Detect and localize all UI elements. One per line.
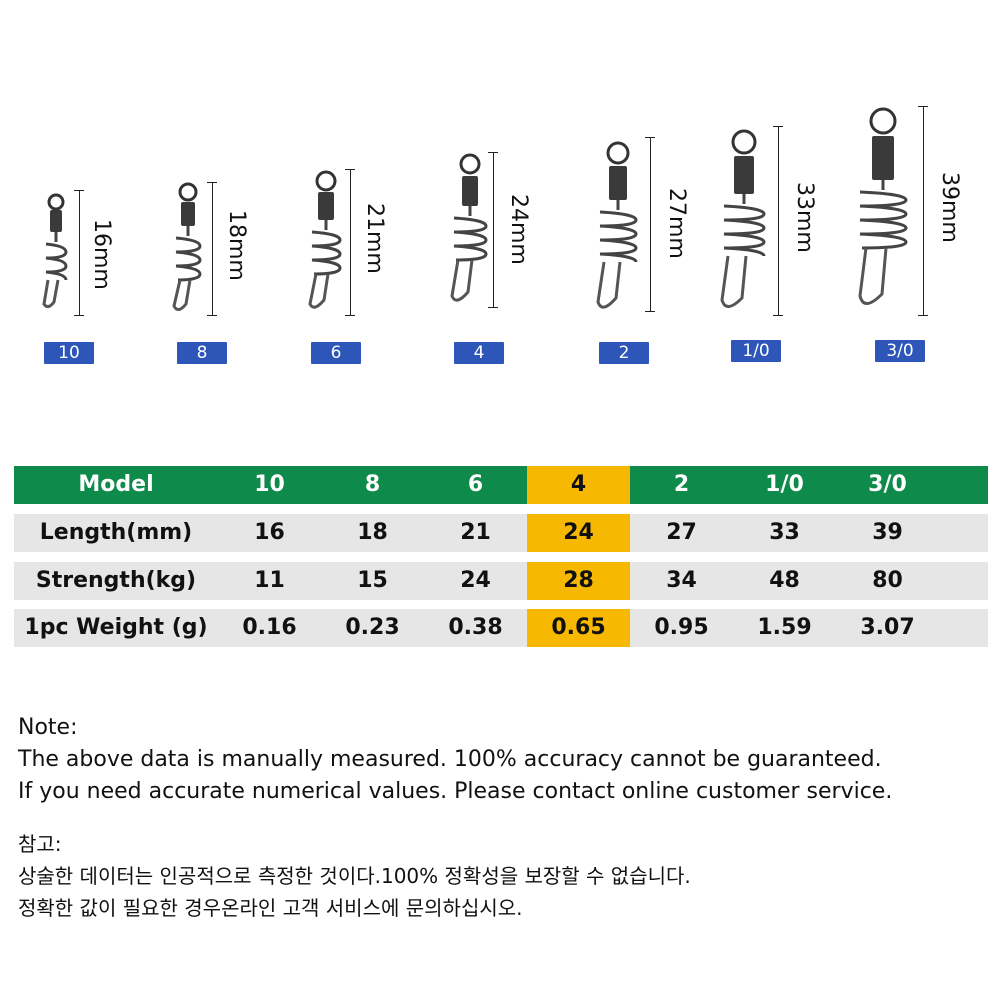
dimension-tick [773,126,783,127]
dimension-tick [74,190,84,191]
dimension-tick [74,315,84,316]
table-cell: 0.95 [654,615,709,640]
table-row-strength: Strength(kg) 11 15 24 28 34 48 80 [14,562,988,600]
header-cell: 3/0 [868,472,907,497]
table-cell: 15 [357,568,388,593]
table-cell: 18 [357,520,388,545]
header-cell: 6 [467,472,484,497]
note-line-en-1: The above data is manually measured. 100… [18,747,882,772]
length-label-8: 18mm [224,210,249,281]
table-cell: 11 [254,568,285,593]
product-size-illustration: 16mm 10 18mm 8 21mm 6 [0,0,1000,400]
table-row-length: Length(mm) 16 18 21 24 27 33 39 [14,514,988,552]
dimension-tick [645,137,655,138]
row-label: Length(mm) [39,520,193,545]
table-row-weight: 1pc Weight (g) 0.16 0.23 0.38 0.65 0.95 … [14,609,988,647]
swivel-snap-3-0 [858,107,908,305]
table-cell: 21 [460,520,491,545]
model-badge-6: 6 [311,342,361,364]
table-cell: 24 [460,568,491,593]
dimension-tick [773,315,783,316]
model-badge-1-0: 1/0 [731,340,781,362]
model-badge-3-0: 3/0 [875,340,925,362]
dimension-tick [488,307,498,308]
table-cell: 34 [666,568,697,593]
header-cell: 8 [364,472,381,497]
table-cell: 3.07 [860,615,915,640]
note-line-en-2: If you need accurate numerical values. P… [18,779,893,804]
table-cell: 1.59 [757,615,812,640]
row-label: 1pc Weight (g) [24,615,208,640]
length-label-6: 21mm [362,203,387,274]
dimension-line [79,190,80,316]
swivel-snap-6 [308,170,342,309]
spacer [18,808,993,828]
table-cell: 0.16 [242,615,297,640]
model-badge-2: 2 [599,342,649,364]
dimension-tick [345,169,355,170]
table-cell-highlighted: 24 [527,514,630,552]
dimension-line [778,126,779,316]
length-label-10: 16mm [89,219,114,290]
table-cell: 39 [872,520,903,545]
dimension-tick [345,315,355,316]
table-cell: 0.38 [448,615,503,640]
swivel-snap-10 [42,193,68,309]
table-cell: 48 [769,568,800,593]
dimension-tick [645,311,655,312]
header-cell: 2 [673,472,690,497]
swivel-snap-1-0 [720,129,766,308]
dimension-line [212,182,213,316]
swivel-snap-2 [596,141,638,309]
notes-section: Note: The above data is manually measure… [18,712,993,924]
note-title-ko: 참고: [18,832,62,856]
dimension-tick [488,152,498,153]
table-cell: 27 [666,520,697,545]
length-label-4: 24mm [506,194,531,265]
dimension-tick [207,315,217,316]
length-label-1-0: 33mm [792,182,817,253]
table-cell-highlighted: 28 [527,562,630,600]
dimension-line [493,152,494,308]
header-cell: Model [78,472,154,497]
table-cell: 80 [872,568,903,593]
table-cell: 33 [769,520,800,545]
header-cell-highlighted: 4 [527,466,630,504]
length-label-2: 27mm [664,188,689,259]
note-title-en: Note: [18,715,78,740]
header-cell: 10 [254,472,285,497]
table-cell: 16 [254,520,285,545]
swivel-snap-4 [450,153,488,302]
model-badge-4: 4 [454,342,504,364]
note-line-ko-2: 정확한 값이 필요한 경우온라인 고객 서비스에 문의하십시오. [18,896,523,920]
dimension-line [923,106,924,316]
dimension-tick [207,182,217,183]
table-header-row: Model 10 8 6 4 2 1/0 3/0 [14,466,988,504]
note-line-ko-1: 상술한 데이터는 인공적으로 측정한 것이다.100% 정확성을 보장할 수 없… [18,864,691,888]
table-cell: 0.23 [345,615,400,640]
dimension-tick [918,315,928,316]
dimension-line [350,169,351,316]
length-label-3-0: 39mm [937,172,962,243]
model-badge-8: 8 [177,342,227,364]
row-label: Strength(kg) [35,568,197,593]
table-cell-highlighted: 0.65 [527,609,630,647]
model-badge-10: 10 [44,342,94,364]
header-cell: 1/0 [765,472,804,497]
swivel-snap-8 [172,182,202,311]
dimension-tick [918,106,928,107]
dimension-line [650,137,651,312]
